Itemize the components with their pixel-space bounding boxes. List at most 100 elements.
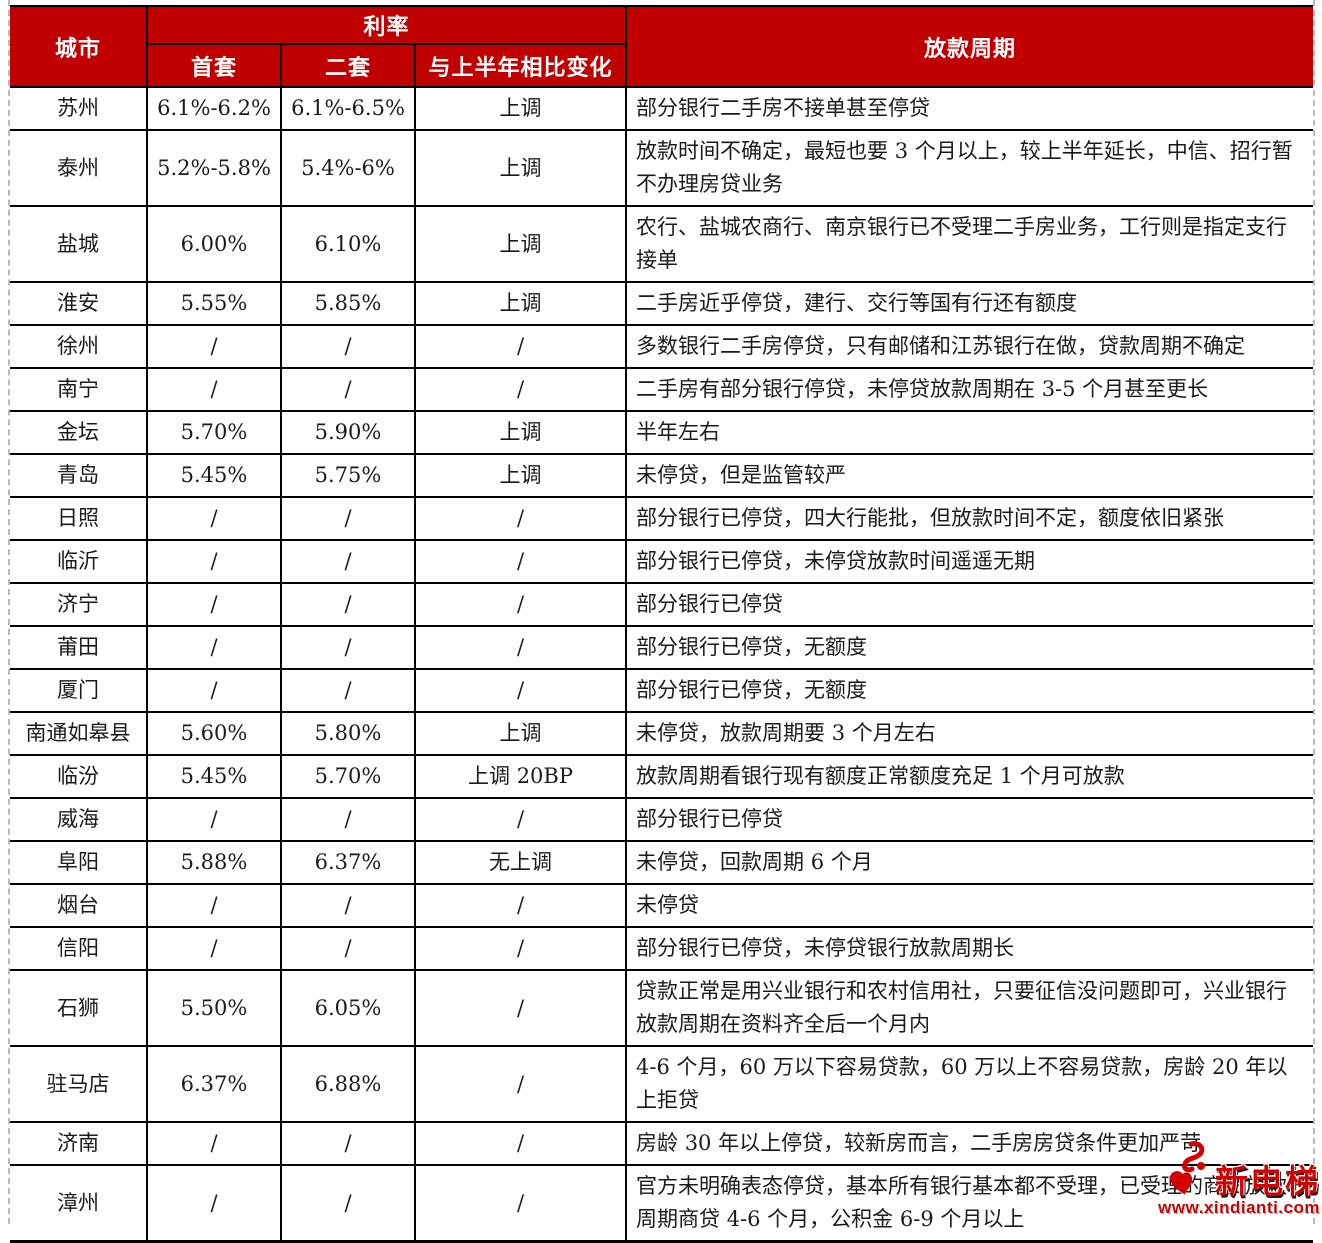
first-home-rate-cell: 6.00% xyxy=(146,205,282,283)
loan-period-cell: 放款周期看银行现有额度正常额度充足 1 个月可放款 xyxy=(625,754,1314,799)
city-cell: 莆田 xyxy=(10,625,148,670)
city-cell: 南宁 xyxy=(10,367,148,412)
first-home-rate-cell: / xyxy=(146,883,282,928)
city-cell: 漳州 xyxy=(10,1164,148,1243)
first-home-rate-cell: 5.50% xyxy=(146,969,282,1047)
second-home-rate-cell: / xyxy=(280,926,416,971)
second-home-rate-cell: 5.4%-6% xyxy=(280,129,416,207)
rate-change-cell: / xyxy=(413,883,628,928)
col-header-first-home: 首套 xyxy=(146,43,282,88)
loan-period-cell: 房龄 30 年以上停贷，较新房而言，二手房房贷条件更加严苛 xyxy=(625,1121,1314,1166)
loan-period-cell: 未停贷，放款周期要 3 个月左右 xyxy=(625,711,1314,756)
second-home-rate-cell: 5.80% xyxy=(280,711,416,756)
city-cell: 厦门 xyxy=(10,668,148,713)
first-home-rate-cell: 5.45% xyxy=(146,754,282,799)
table-row: 临汾 5.45% 5.70% 上调 20BP 放款周期看银行现有额度正常额度充足… xyxy=(10,754,1314,799)
second-home-rate-cell: / xyxy=(280,797,416,842)
table-row: 徐州 / / / 多数银行二手房停贷，只有邮储和江苏银行在做，贷款周期不确定 xyxy=(10,324,1314,369)
loan-period-cell: 部分银行已停贷，无额度 xyxy=(625,625,1314,670)
loan-period-cell: 部分银行已停贷，未停贷放款时间遥遥无期 xyxy=(625,539,1314,584)
loan-period-cell: 放款时间不确定，最短也要 3 个月以上，较上半年延长，中信、招行暂不办理房贷业务 xyxy=(625,129,1314,207)
second-home-rate-cell: 5.85% xyxy=(280,281,416,326)
table-row: 济宁 / / / 部分银行已停贷 xyxy=(10,582,1314,627)
rate-change-cell: 上调 xyxy=(413,281,628,326)
second-home-rate-cell: 6.88% xyxy=(280,1045,416,1123)
first-home-rate-cell: 5.55% xyxy=(146,281,282,326)
loan-period-cell: 官方未明确表态停贷，基本所有银行基本都不受理，已受理的商贷放款周期商贷 4-6 … xyxy=(625,1164,1314,1243)
rate-change-cell: / xyxy=(413,969,628,1047)
table-row: 莆田 / / / 部分银行已停贷，无额度 xyxy=(10,625,1314,670)
first-home-rate-cell: / xyxy=(146,539,282,584)
first-home-rate-cell: / xyxy=(146,496,282,541)
first-home-rate-cell: / xyxy=(146,1121,282,1166)
second-home-rate-cell: / xyxy=(280,496,416,541)
city-cell: 烟台 xyxy=(10,883,148,928)
city-cell: 南通如皋县 xyxy=(10,711,148,756)
loan-period-cell: 部分银行二手房不接单甚至停贷 xyxy=(625,86,1314,131)
rate-change-cell: 无上调 xyxy=(413,840,628,885)
table-row: 驻马店 6.37% 6.88% / 4-6 个月，60 万以下容易贷款，60 万… xyxy=(10,1045,1314,1123)
second-home-rate-cell: / xyxy=(280,1121,416,1166)
first-home-rate-cell: / xyxy=(146,582,282,627)
table-row: 石狮 5.50% 6.05% / 贷款正常是用兴业银行和农村信用社，只要征信没问… xyxy=(10,969,1314,1047)
first-home-rate-cell: 5.60% xyxy=(146,711,282,756)
city-cell: 济南 xyxy=(10,1121,148,1166)
second-home-rate-cell: / xyxy=(280,668,416,713)
loan-period-cell: 部分银行已停贷，无额度 xyxy=(625,668,1314,713)
right-page-boundary-line xyxy=(1313,0,1315,1224)
table-row: 厦门 / / / 部分银行已停贷，无额度 xyxy=(10,668,1314,713)
rate-change-cell: / xyxy=(413,625,628,670)
second-home-rate-cell: 6.37% xyxy=(280,840,416,885)
rate-change-cell: 上调 xyxy=(413,205,628,283)
second-home-rate-cell: 5.75% xyxy=(280,453,416,498)
loan-period-cell: 多数银行二手房停贷，只有邮储和江苏银行在做，贷款周期不确定 xyxy=(625,324,1314,369)
rate-change-cell: / xyxy=(413,324,628,369)
city-cell: 石狮 xyxy=(10,969,148,1047)
table-row: 漳州 / / / 官方未明确表态停贷，基本所有银行基本都不受理，已受理的商贷放款… xyxy=(10,1164,1314,1243)
rate-change-cell: 上调 xyxy=(413,453,628,498)
col-header-period: 放款周期 xyxy=(625,5,1314,88)
first-home-rate-cell: / xyxy=(146,1164,282,1243)
second-home-rate-cell: / xyxy=(280,324,416,369)
rate-change-cell: / xyxy=(413,1045,628,1123)
rate-change-cell: / xyxy=(413,367,628,412)
first-home-rate-cell: / xyxy=(146,668,282,713)
loan-period-cell: 二手房有部分银行停贷，未停贷放款周期在 3-5 个月甚至更长 xyxy=(625,367,1314,412)
table-row: 苏州 6.1%-6.2% 6.1%-6.5% 上调 部分银行二手房不接单甚至停贷 xyxy=(10,86,1314,131)
col-header-change: 与上半年相比变化 xyxy=(413,43,628,88)
rate-change-cell: 上调 20BP xyxy=(413,754,628,799)
table-row: 泰州 5.2%-5.8% 5.4%-6% 上调 放款时间不确定，最短也要 3 个… xyxy=(10,129,1314,207)
table-row: 威海 / / / 部分银行已停贷 xyxy=(10,797,1314,842)
city-cell: 信阳 xyxy=(10,926,148,971)
loan-period-cell: 部分银行已停贷，未停贷银行放款周期长 xyxy=(625,926,1314,971)
rate-change-cell: / xyxy=(413,797,628,842)
first-home-rate-cell: 5.88% xyxy=(146,840,282,885)
first-home-rate-cell: / xyxy=(146,797,282,842)
table-row: 青岛 5.45% 5.75% 上调 未停贷，但是监管较严 xyxy=(10,453,1314,498)
city-cell: 威海 xyxy=(10,797,148,842)
left-page-boundary-line xyxy=(8,0,10,1224)
col-header-second-home: 二套 xyxy=(280,43,416,88)
first-home-rate-cell: 5.2%-5.8% xyxy=(146,129,282,207)
rate-change-cell: / xyxy=(413,926,628,971)
table-row: 日照 / / / 部分银行已停贷，四大行能批，但放款时间不定，额度依旧紧张 xyxy=(10,496,1314,541)
city-cell: 驻马店 xyxy=(10,1045,148,1123)
second-home-rate-cell: / xyxy=(280,539,416,584)
rate-change-cell: / xyxy=(413,582,628,627)
city-cell: 临沂 xyxy=(10,539,148,584)
first-home-rate-cell: / xyxy=(146,926,282,971)
second-home-rate-cell: 5.70% xyxy=(280,754,416,799)
table-body: 苏州 6.1%-6.2% 6.1%-6.5% 上调 部分银行二手房不接单甚至停贷… xyxy=(10,86,1314,1243)
city-cell: 徐州 xyxy=(10,324,148,369)
city-cell: 临汾 xyxy=(10,754,148,799)
loan-period-cell: 未停贷，回款周期 6 个月 xyxy=(625,840,1314,885)
city-cell: 济宁 xyxy=(10,582,148,627)
city-cell: 盐城 xyxy=(10,205,148,283)
rate-change-cell: / xyxy=(413,1121,628,1166)
loan-period-cell: 半年左右 xyxy=(625,410,1314,455)
table-row: 信阳 / / / 部分银行已停贷，未停贷银行放款周期长 xyxy=(10,926,1314,971)
rate-change-cell: / xyxy=(413,668,628,713)
table-row: 烟台 / / / 未停贷 xyxy=(10,883,1314,928)
table-row: 南宁 / / / 二手房有部分银行停贷，未停贷放款周期在 3-5 个月甚至更长 xyxy=(10,367,1314,412)
table-row: 临沂 / / / 部分银行已停贷，未停贷放款时间遥遥无期 xyxy=(10,539,1314,584)
